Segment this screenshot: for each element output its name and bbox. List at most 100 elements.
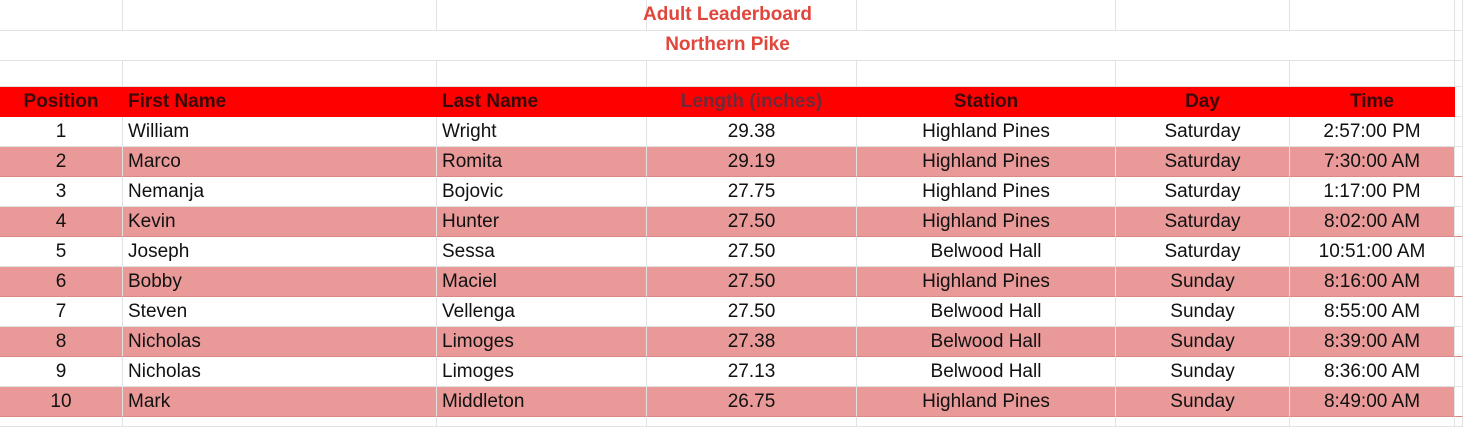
header-day[interactable]: Day: [1116, 87, 1290, 117]
cell[interactable]: [1290, 61, 1455, 87]
cell-last-name[interactable]: Vellenga: [437, 297, 647, 327]
cell-position[interactable]: 9: [0, 357, 123, 387]
header-time[interactable]: Time: [1290, 87, 1455, 117]
cell-position[interactable]: 8: [0, 327, 123, 357]
cell[interactable]: [1455, 177, 1463, 207]
cell-time[interactable]: 1:17:00 PM: [1290, 177, 1455, 207]
cell-time[interactable]: 8:02:00 AM: [1290, 207, 1455, 237]
cell-position[interactable]: 1: [0, 117, 123, 147]
cell-last-name[interactable]: Sessa: [437, 237, 647, 267]
cell-first-name[interactable]: Nicholas: [123, 327, 437, 357]
cell[interactable]: [1116, 417, 1290, 427]
cell-first-name[interactable]: Joseph: [123, 237, 437, 267]
cell-length[interactable]: 26.75: [647, 387, 857, 417]
cell-station[interactable]: Highland Pines: [857, 117, 1116, 147]
cell-length[interactable]: 27.13: [647, 357, 857, 387]
cell-last-name[interactable]: Romita: [437, 147, 647, 177]
cell[interactable]: [437, 417, 647, 427]
cell[interactable]: [437, 61, 647, 87]
cell-day[interactable]: Saturday: [1116, 207, 1290, 237]
cell-length[interactable]: 29.19: [647, 147, 857, 177]
cell[interactable]: [857, 61, 1116, 87]
cell[interactable]: [1116, 61, 1290, 87]
cell[interactable]: [647, 61, 857, 87]
cell-length[interactable]: 27.50: [647, 267, 857, 297]
cell[interactable]: [123, 0, 437, 31]
cell-day[interactable]: Saturday: [1116, 177, 1290, 207]
cell[interactable]: [1455, 267, 1463, 297]
cell-time[interactable]: 8:55:00 AM: [1290, 297, 1455, 327]
cell[interactable]: [0, 0, 123, 31]
cell-time[interactable]: 10:51:00 AM: [1290, 237, 1455, 267]
cell-first-name[interactable]: Kevin: [123, 207, 437, 237]
cell-last-name[interactable]: Limoges: [437, 357, 647, 387]
cell[interactable]: [1455, 61, 1463, 87]
cell-day[interactable]: Sunday: [1116, 387, 1290, 417]
cell[interactable]: [0, 31, 1455, 61]
cell-length[interactable]: 27.75: [647, 177, 857, 207]
cell[interactable]: [1290, 417, 1455, 427]
cell-day[interactable]: Sunday: [1116, 267, 1290, 297]
cell-station[interactable]: Highland Pines: [857, 387, 1116, 417]
cell[interactable]: [1455, 117, 1463, 147]
cell[interactable]: [647, 0, 857, 31]
cell-length[interactable]: 27.50: [647, 297, 857, 327]
cell[interactable]: [1455, 87, 1463, 117]
cell-length[interactable]: 27.50: [647, 207, 857, 237]
header-station[interactable]: Station: [857, 87, 1116, 117]
cell-day[interactable]: Sunday: [1116, 327, 1290, 357]
cell[interactable]: [857, 417, 1116, 427]
cell-station[interactable]: Belwood Hall: [857, 357, 1116, 387]
cell[interactable]: [1455, 237, 1463, 267]
cell[interactable]: [647, 417, 857, 427]
cell-position[interactable]: 7: [0, 297, 123, 327]
cell[interactable]: [857, 0, 1116, 31]
cell-station[interactable]: Belwood Hall: [857, 237, 1116, 267]
cell[interactable]: [0, 61, 123, 87]
cell[interactable]: [1455, 207, 1463, 237]
cell-station[interactable]: Belwood Hall: [857, 327, 1116, 357]
cell-station[interactable]: Belwood Hall: [857, 297, 1116, 327]
cell-length[interactable]: 27.50: [647, 237, 857, 267]
cell-position[interactable]: 5: [0, 237, 123, 267]
cell-time[interactable]: 7:30:00 AM: [1290, 147, 1455, 177]
cell-first-name[interactable]: Marco: [123, 147, 437, 177]
cell-day[interactable]: Sunday: [1116, 357, 1290, 387]
cell[interactable]: [1455, 0, 1463, 31]
cell-first-name[interactable]: Nemanja: [123, 177, 437, 207]
cell-position[interactable]: 4: [0, 207, 123, 237]
cell[interactable]: [1455, 327, 1463, 357]
cell[interactable]: [0, 417, 123, 427]
cell-first-name[interactable]: Bobby: [123, 267, 437, 297]
cell-last-name[interactable]: Bojovic: [437, 177, 647, 207]
cell[interactable]: [437, 0, 647, 31]
cell-station[interactable]: Highland Pines: [857, 177, 1116, 207]
cell[interactable]: [1455, 31, 1463, 61]
cell-last-name[interactable]: Limoges: [437, 327, 647, 357]
cell-first-name[interactable]: William: [123, 117, 437, 147]
cell[interactable]: [1455, 147, 1463, 177]
cell-station[interactable]: Highland Pines: [857, 207, 1116, 237]
cell-position[interactable]: 2: [0, 147, 123, 177]
cell-day[interactable]: Saturday: [1116, 147, 1290, 177]
cell-first-name[interactable]: Steven: [123, 297, 437, 327]
cell-time[interactable]: 8:39:00 AM: [1290, 327, 1455, 357]
cell[interactable]: [1116, 0, 1290, 31]
cell[interactable]: [123, 417, 437, 427]
header-position[interactable]: Position: [0, 87, 123, 117]
cell-first-name[interactable]: Mark: [123, 387, 437, 417]
cell-length[interactable]: 27.38: [647, 327, 857, 357]
cell-last-name[interactable]: Maciel: [437, 267, 647, 297]
cell-time[interactable]: 2:57:00 PM: [1290, 117, 1455, 147]
cell-position[interactable]: 6: [0, 267, 123, 297]
cell-day[interactable]: Sunday: [1116, 297, 1290, 327]
cell-time[interactable]: 8:36:00 AM: [1290, 357, 1455, 387]
cell-position[interactable]: 10: [0, 387, 123, 417]
cell[interactable]: [123, 61, 437, 87]
cell-station[interactable]: Highland Pines: [857, 147, 1116, 177]
cell[interactable]: [1455, 297, 1463, 327]
cell-position[interactable]: 3: [0, 177, 123, 207]
cell-time[interactable]: 8:16:00 AM: [1290, 267, 1455, 297]
header-first-name[interactable]: First Name: [123, 87, 437, 117]
cell[interactable]: [1290, 0, 1455, 31]
